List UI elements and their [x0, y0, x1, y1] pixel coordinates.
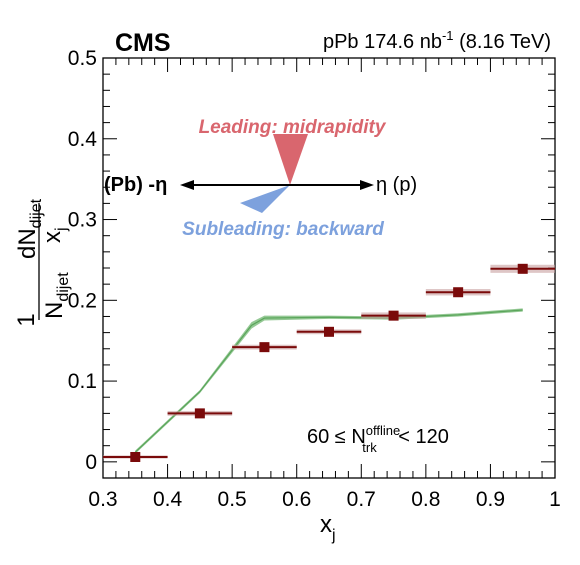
x-tick-labels: 0.3 0.4 0.5 0.6 0.7 0.8 0.9 1 — [88, 488, 560, 511]
y-axis-title: 1 Ndijet dNdijet xj — [13, 198, 72, 326]
leading-label: Leading: midrapidity — [199, 117, 387, 138]
data-point — [388, 310, 399, 321]
y-title-dx: xj — [39, 227, 70, 243]
y-tick-label: 0.4 — [68, 128, 98, 151]
y-tick-label: 0.2 — [68, 289, 97, 312]
kinematics-diagram: Leading: midrapidity (Pb) -η η (p) Suble… — [104, 117, 417, 240]
data-point — [259, 342, 270, 353]
y-tick-label: 0.1 — [68, 370, 97, 393]
y-tick-label: 0.3 — [68, 209, 97, 232]
y-title-one: 1 — [13, 313, 40, 326]
data-point — [517, 263, 528, 274]
left-eta-label: (Pb) -η — [104, 174, 167, 196]
data-points — [103, 263, 555, 462]
leading-cone — [273, 134, 308, 185]
x-tick-label: 0.6 — [282, 488, 311, 511]
x-tick-label: 0.5 — [218, 488, 247, 511]
x-axis-title: xj — [320, 511, 336, 544]
luminosity-label: pPb 174.6 nb-1 (8.16 TeV) — [323, 28, 551, 53]
y-tick-labels: 0 0.1 0.2 0.3 0.4 0.5 — [68, 47, 98, 474]
multiplicity-selection: 60 ≤ Noffline trk < 120 — [307, 423, 449, 455]
subleading-cone — [240, 185, 290, 213]
experiment-label: CMS — [115, 29, 171, 57]
right-eta-label: η (p) — [376, 174, 417, 196]
x-tick-label: 0.3 — [88, 488, 117, 511]
x-tick-label: 0.9 — [476, 488, 505, 511]
y-tick-label: 0.5 — [68, 47, 97, 70]
eta-arrow-left — [180, 180, 194, 190]
x-tick-label: 0.8 — [411, 488, 440, 511]
axis-ticks — [102, 57, 556, 479]
x-tick-label: 0.7 — [347, 488, 376, 511]
subleading-label: Subleading: backward — [182, 219, 384, 240]
x-tick-label: 1 — [549, 488, 561, 511]
y-title-dn: dNdijet — [14, 198, 45, 259]
data-point — [453, 287, 464, 298]
model-line — [134, 309, 523, 453]
data-point — [130, 452, 141, 462]
eta-arrow-right — [360, 180, 374, 190]
x-tick-label: 0.4 — [153, 488, 183, 511]
y-title-ndijet: Ndijet — [41, 272, 72, 319]
data-point — [324, 326, 334, 337]
data-point — [194, 408, 205, 419]
y-tick-label: 0 — [85, 451, 97, 474]
model-curve — [134, 308, 523, 454]
